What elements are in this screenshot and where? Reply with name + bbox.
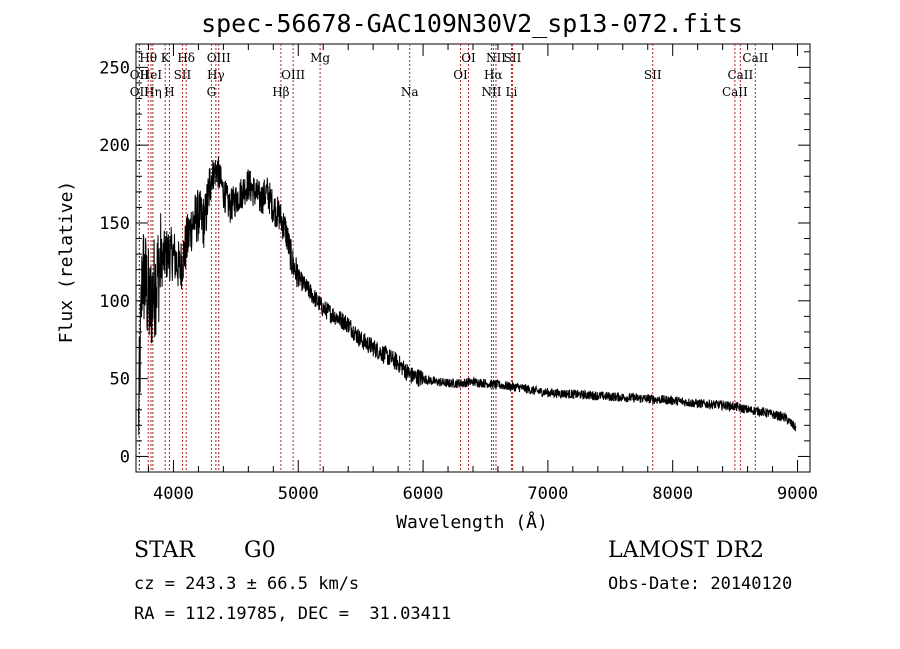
line-label: OII (130, 68, 150, 82)
spectrum-line (138, 156, 797, 436)
line-label: H (164, 85, 174, 99)
line-label: Na (401, 85, 419, 99)
line-label: SII (504, 51, 522, 65)
object-class: STAR (134, 538, 195, 563)
x-axis-label: Wavelength (Å) (396, 511, 548, 533)
y-axis-ticks: 0 50 100 150 200 250 (99, 51, 810, 473)
line-label: HeI (140, 68, 163, 82)
plot-frame (135, 43, 811, 473)
line-label: Hθ (139, 51, 157, 65)
line-label: Mg (310, 51, 330, 65)
line-label: SII (174, 68, 192, 82)
object-subclass: G0 (244, 538, 276, 563)
line-label: G (207, 85, 217, 99)
line-label: OII (130, 85, 150, 99)
x-tick-label: 4000 (153, 484, 194, 504)
sky-coordinates: RA = 112.19785, DEC = 31.03411 (134, 604, 452, 624)
spectral-line-markers (138, 44, 756, 472)
line-label: OIII (281, 68, 305, 82)
line-label: NII (481, 85, 501, 99)
line-label: CaII (727, 68, 753, 82)
chart-title: spec-56678-GAC109N30V2_sp13-072.fits (201, 9, 743, 38)
y-tick-label: 250 (99, 58, 130, 78)
line-label: CaII (722, 85, 748, 99)
x-tick-label: 8000 (652, 484, 693, 504)
y-tick-label: 100 (99, 292, 130, 312)
x-tick-label: 7000 (527, 484, 568, 504)
y-tick-label: 150 (99, 214, 130, 234)
x-tick-label: 6000 (403, 484, 444, 504)
line-label: SII (644, 68, 662, 82)
line-label: Hη (144, 85, 162, 99)
x-axis-ticks: 4000 5000 6000 7000 8000 9000 (147, 44, 818, 504)
redshift-velocity: cz = 243.3 ± 66.5 km/s (134, 574, 360, 594)
line-label: Hα (484, 68, 503, 82)
line-label: Hβ (272, 85, 289, 99)
x-tick-label: 5000 (278, 484, 319, 504)
y-axis-label: Flux (relative) (56, 181, 77, 344)
survey-name: LAMOST DR2 (608, 538, 764, 563)
line-label: OI (461, 51, 476, 65)
y-tick-label: 200 (99, 136, 130, 156)
line-label: Hγ (207, 68, 225, 82)
y-tick-label: 0 (120, 447, 130, 467)
y-tick-label: 50 (110, 370, 130, 390)
line-label: Li (506, 85, 518, 99)
observation-date: Obs-Date: 20140120 (608, 574, 793, 594)
line-label: K (161, 51, 171, 65)
line-label: Hδ (177, 51, 195, 65)
x-tick-label: 9000 (777, 484, 818, 504)
line-label: OI (453, 68, 468, 82)
line-label: CaII (742, 51, 768, 65)
line-label: OIII (207, 51, 231, 65)
line-label: NII (486, 51, 506, 65)
